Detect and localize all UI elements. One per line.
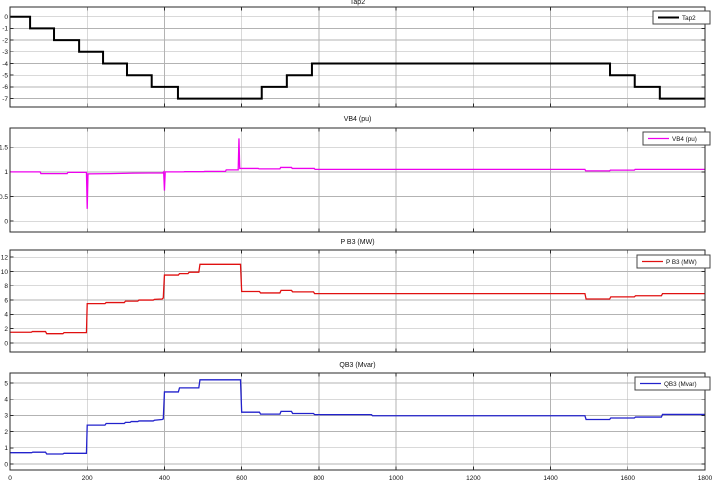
subplot-title-pb3: P B3 (MW) — [340, 239, 374, 246]
legend-pb3[interactable]: P B3 (MW) — [636, 254, 711, 269]
legend-box — [642, 131, 711, 146]
ticks-tap2 — [9, 7, 706, 107]
ticks-pb3 — [9, 250, 706, 352]
y-tick-label: 0 — [4, 14, 8, 21]
ticks-qb3 — [9, 373, 706, 470]
y-tick-label: 4 — [4, 312, 8, 319]
y-tick-label: 3 — [4, 413, 8, 420]
legend-tap2[interactable]: Tap2 — [652, 10, 711, 25]
axes-border — [9, 127, 706, 233]
subplot-tap2: Tap2 0 -1 -2 -3 -4 -5 -6 -7 Tap2 — [2, 0, 711, 108]
subplot-title-qb3: QB3 (Mvar) — [339, 362, 375, 369]
legend-label: VB4 (pu) — [672, 136, 697, 143]
y-tick-label: -6 — [2, 84, 8, 91]
subplot-qb3: QB3 (Mvar) 0 1 2 3 4 5 0 200 400 600 800 1000 1200 140… — [4, 362, 712, 482]
legend-box — [652, 10, 711, 25]
x-tick-label: 400 — [159, 475, 170, 482]
y-tick-label: -1 — [2, 26, 8, 33]
subplot-vb4: VB4 (pu) 0 0.5 1 1.5 VB4 (pu) — [0, 116, 711, 233]
legend-box — [636, 254, 711, 269]
y-tick-label: 4 — [4, 397, 8, 404]
x-tick-label: 600 — [236, 475, 247, 482]
y-tick-label: 10 — [1, 269, 9, 276]
legend-label: P B3 (MW) — [666, 259, 697, 266]
series-line-qb3 — [10, 379, 705, 455]
y-tick-label: 1 — [4, 445, 8, 452]
grid-vb4 — [9, 128, 706, 232]
legend-qb3[interactable]: QB3 (Mvar) — [634, 376, 711, 391]
x-tick-label: 1400 — [543, 475, 558, 482]
y-tick-label: 12 — [1, 254, 9, 261]
x-tick-label: 1600 — [621, 475, 636, 482]
axes-border — [9, 372, 706, 471]
axes-border — [9, 249, 706, 353]
subplot-title-vb4: VB4 (pu) — [344, 116, 372, 123]
x-tick-label: 1200 — [466, 475, 481, 482]
x-tick-label: 0 — [8, 475, 12, 482]
grid-qb3 — [9, 373, 706, 470]
legend-label: Tap2 — [682, 15, 696, 22]
y-tick-label: -7 — [2, 96, 8, 103]
x-tick-label: 1000 — [389, 475, 404, 482]
series-line-vb4 — [10, 138, 705, 209]
y-tick-label: 0 — [4, 218, 8, 225]
legend-box — [634, 376, 711, 391]
y-tick-label: 0 — [4, 340, 8, 347]
y-tick-label: 1.5 — [0, 145, 8, 152]
y-tick-label: 2 — [4, 326, 8, 333]
y-tick-label: 8 — [4, 283, 8, 290]
y-tick-label: -5 — [2, 72, 8, 79]
grid-tap2 — [9, 7, 706, 107]
axes-border — [9, 6, 706, 108]
y-tick-label: 0 — [4, 461, 8, 468]
x-tick-label: 1800 — [698, 475, 713, 482]
legend-label: QB3 (Mvar) — [664, 381, 697, 388]
ticks-vb4 — [9, 128, 706, 232]
legend-vb4[interactable]: VB4 (pu) — [642, 131, 711, 146]
x-tick-label: 200 — [82, 475, 93, 482]
y-tick-label: -4 — [2, 61, 8, 68]
y-tick-label: 0.5 — [0, 194, 8, 201]
series-line-pb3 — [10, 263, 705, 335]
y-tick-label: 6 — [4, 297, 8, 304]
y-tick-label: -2 — [2, 37, 8, 44]
y-tick-label: 5 — [4, 380, 8, 387]
series-line-tap2 — [10, 15, 705, 100]
subplot-title-tap2: Tap2 — [350, 0, 365, 6]
y-tick-label: 1 — [4, 169, 8, 176]
subplot-pb3: P B3 (MW) 0 2 4 6 8 10 12 P B3 (MW) — [1, 239, 711, 353]
x-tick-label: 800 — [313, 475, 324, 482]
y-tick-label: -3 — [2, 49, 8, 56]
y-tick-label: 2 — [4, 429, 8, 436]
grid-pb3 — [9, 250, 706, 352]
